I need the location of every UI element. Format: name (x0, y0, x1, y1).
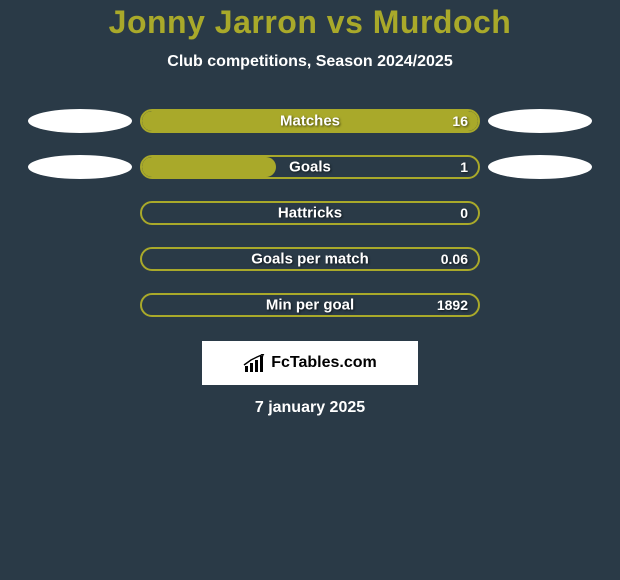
page-title: Jonny Jarron vs Murdoch (0, 4, 620, 41)
left-ellipse-slot (20, 155, 140, 179)
left-ellipse-slot (20, 109, 140, 133)
logo-text: FcTables.com (271, 354, 377, 372)
page-subtitle: Club competitions, Season 2024/2025 (0, 53, 620, 71)
stat-bar: Hattricks 0 (140, 201, 480, 225)
stat-row: Hattricks 0 (0, 201, 620, 225)
infographic-container: Jonny Jarron vs Murdoch Club competition… (0, 0, 620, 417)
stat-bar: Goals per match 0.06 (140, 247, 480, 271)
stat-value: 1892 (437, 297, 468, 313)
stat-bar: Min per goal 1892 (140, 293, 480, 317)
stat-bar: Goals 1 (140, 155, 480, 179)
player-marker-right (488, 155, 592, 179)
stat-row: Min per goal 1892 (0, 293, 620, 317)
fctables-logo: FcTables.com (202, 341, 418, 385)
player-marker-left (28, 155, 132, 179)
stat-label: Goals (289, 159, 331, 176)
stat-bar: Matches 16 (140, 109, 480, 133)
stat-row: Goals per match 0.06 (0, 247, 620, 271)
stat-row: Matches 16 (0, 109, 620, 133)
stat-label: Matches (280, 113, 340, 130)
stat-value: 0.06 (441, 251, 468, 267)
player-marker-right (488, 109, 592, 133)
stat-value: 16 (452, 113, 468, 129)
date-text: 7 january 2025 (0, 399, 620, 417)
stat-label: Min per goal (266, 297, 354, 314)
stat-bar-fill (142, 157, 276, 177)
right-ellipse-slot (480, 109, 600, 133)
stat-value: 1 (460, 159, 468, 175)
chart-icon (243, 354, 265, 372)
stat-rows: Matches 16 Goals 1 Hattricks 0 Goals per match… (0, 109, 620, 317)
stat-label: Hattricks (278, 205, 342, 222)
stat-row: Goals 1 (0, 155, 620, 179)
player-marker-left (28, 109, 132, 133)
stat-value: 0 (460, 205, 468, 221)
right-ellipse-slot (480, 155, 600, 179)
stat-label: Goals per match (251, 251, 369, 268)
